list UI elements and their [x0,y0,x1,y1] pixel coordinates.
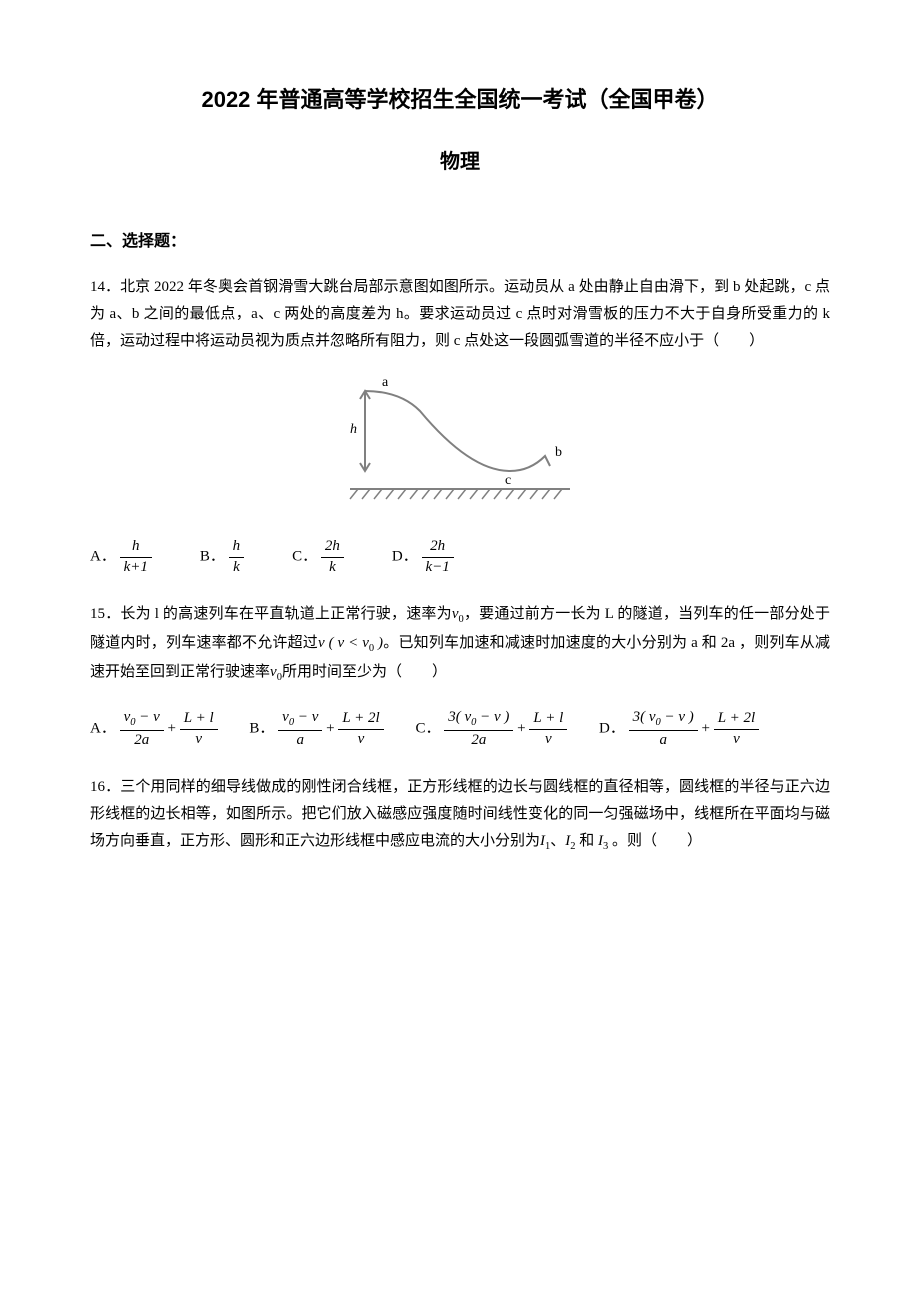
title-main: 2022 年普通高等学校招生全国统一考试（全国甲卷） [90,80,830,120]
q14-label-c: c [505,473,511,488]
section-header: 二、选择题： [90,228,830,257]
q16-text-2: 。则（ ） [608,833,702,849]
q14-label-b: b [555,445,562,460]
q15-opt-c: C． 3( v0 − v )2a + L + lv [415,708,567,750]
q15-opt-a: A． v0 − v2a + L + lv [90,708,218,750]
q16-number: 16． [90,779,120,795]
question-14: 14．北京 2022 年冬奥会首钢滑雪大跳台局部示意图如图所示。运动员从 a 处… [90,274,830,577]
q14-text: 北京 2022 年冬奥会首钢滑雪大跳台局部示意图如图所示。运动员从 a 处由静止… [90,279,830,349]
q16-text-1: 三个用同样的细导线做成的刚性闭合线框，正方形线框的边长与圆线框的直径相等，圆线框… [90,779,830,849]
q14-opt-c: C． 2hk [292,537,344,577]
q14-figure: a h b c [90,371,830,521]
title-sub: 物理 [90,144,830,180]
q15-opt-b: B． v0 − va + L + 2lv [249,708,383,750]
q15-number: 15． [90,606,120,622]
q15-options: A． v0 − v2a + L + lv B． v0 − va + L + 2l… [90,708,830,750]
q14-opt-a: A． hk+1 [90,537,152,577]
question-16: 16．三个用同样的细导线做成的刚性闭合线框，正方形线框的边长与圆线框的直径相等，… [90,774,830,857]
q14-label-a: a [382,375,389,390]
q14-number: 14． [90,279,120,295]
q14-opt-b: B． hk [200,537,244,577]
q14-label-h: h [350,422,357,437]
q14-opt-d: D． 2hk−1 [392,537,454,577]
q14-options: A． hk+1 B． hk C． 2hk D． 2hk−1 [90,537,830,577]
question-15: 15．长为 l 的高速列车在平直轨道上正常行驶，速率为v0，要通过前方一长为 L… [90,601,830,750]
q15-text-1: 长为 l 的高速列车在平直轨道上正常行驶，速率为 [120,606,451,622]
q15-text-4: 所用时间至少为（ ） [282,664,447,680]
q15-opt-d: D． 3( v0 − v )a + L + 2lv [599,708,759,750]
